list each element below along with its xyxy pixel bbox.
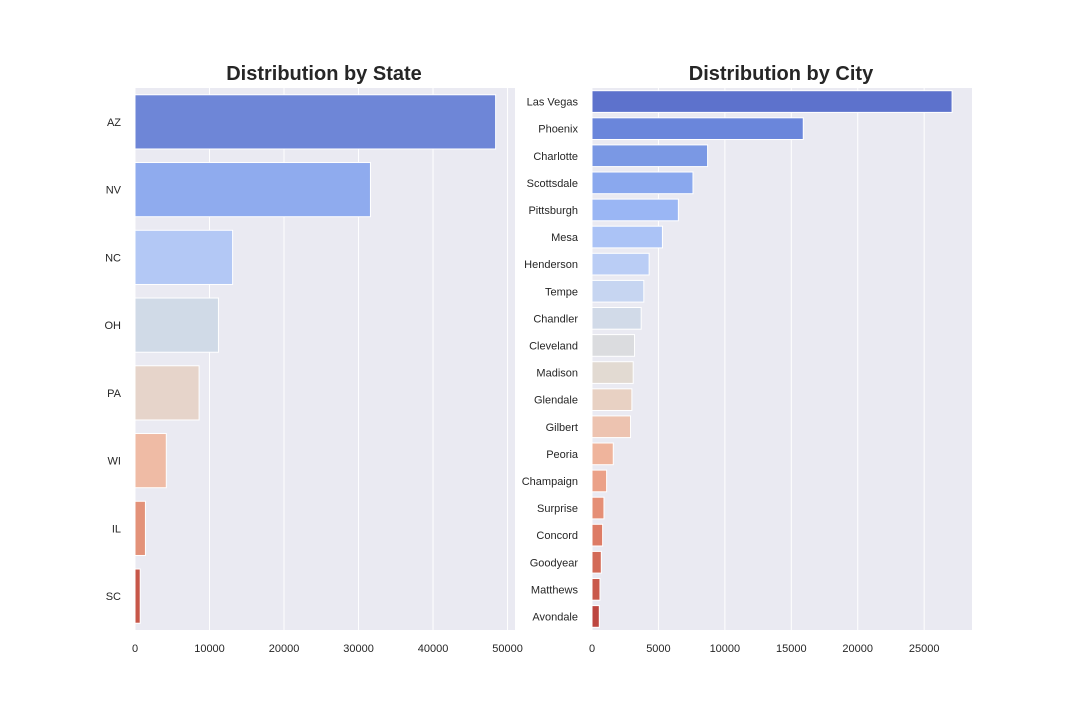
- y-tick-label: Mesa: [551, 232, 579, 244]
- bar: [134, 229, 234, 285]
- y-tick-label: Scottsdale: [527, 178, 578, 190]
- bar: [134, 162, 371, 218]
- y-tick-label: Glendale: [534, 395, 578, 407]
- x-tick-label: 25000: [909, 643, 940, 655]
- x-tick-label: 40000: [418, 643, 449, 655]
- bar: [591, 605, 600, 628]
- y-tick-label: Madison: [536, 368, 578, 380]
- x-tick-label: 10000: [710, 643, 741, 655]
- y-tick-label: Gilbert: [546, 422, 578, 434]
- x-tick-label: 0: [132, 643, 138, 655]
- bar: [134, 365, 200, 421]
- bar: [591, 578, 601, 601]
- bar: [591, 415, 632, 439]
- y-tick-label: NC: [105, 252, 121, 264]
- y-tick-label: Phoenix: [538, 124, 578, 136]
- x-tick-label: 20000: [269, 643, 300, 655]
- y-tick-label: Champaign: [522, 476, 578, 488]
- bar: [591, 144, 709, 168]
- y-tick-label: Henderson: [524, 259, 578, 271]
- bar: [591, 171, 694, 195]
- bar: [134, 568, 141, 624]
- y-tick-label: Cleveland: [529, 340, 578, 352]
- bar: [134, 297, 219, 353]
- bar: [134, 433, 167, 489]
- chart-title: Distribution by State: [226, 63, 422, 85]
- y-tick-label: Concord: [536, 530, 578, 542]
- bar: [591, 279, 645, 303]
- y-tick-label: Chandler: [533, 313, 578, 325]
- plot-area: [592, 88, 972, 630]
- bar: [591, 307, 642, 330]
- bar: [134, 500, 146, 556]
- city-chart: Distribution by City 0 5000 10000 15000 2000…: [522, 63, 972, 655]
- bar: [591, 361, 634, 384]
- y-tick-label: Charlotte: [533, 151, 578, 163]
- y-tick-label: Las Vegas: [527, 97, 579, 109]
- y-tick-label: Surprise: [537, 503, 578, 515]
- x-tick-label: 50000: [492, 643, 523, 655]
- chart-title: Distribution by City: [689, 63, 874, 85]
- y-tick-label: Pittsburgh: [528, 205, 578, 217]
- x-tick-label: 15000: [776, 643, 807, 655]
- bar: [591, 469, 608, 493]
- x-tick-label: 5000: [646, 643, 670, 655]
- bar: [591, 388, 633, 411]
- y-tick-label: WI: [108, 456, 121, 468]
- bar: [591, 496, 605, 520]
- x-tick-label: 0: [589, 643, 595, 655]
- bar: [591, 198, 679, 222]
- x-tick-label: 10000: [194, 643, 225, 655]
- y-tick-label: Avondale: [532, 611, 578, 623]
- bar: [591, 334, 636, 357]
- y-tick-label: NV: [106, 185, 122, 197]
- y-tick-label: SC: [106, 591, 121, 603]
- y-tick-label: Tempe: [545, 286, 578, 298]
- bar: [591, 225, 663, 249]
- bar: [591, 117, 804, 140]
- x-tick-label: 20000: [842, 643, 873, 655]
- state-chart: Distribution by State 0 10000 20000 30000 40…: [105, 63, 523, 655]
- bar: [591, 523, 604, 547]
- y-tick-label: IL: [112, 523, 121, 535]
- bar: [134, 94, 497, 150]
- bar: [591, 550, 602, 574]
- y-tick-label: AZ: [107, 117, 121, 129]
- bar: [591, 442, 614, 466]
- bar: [591, 90, 953, 113]
- y-tick-label: Peoria: [546, 449, 579, 461]
- y-tick-label: OH: [105, 320, 122, 332]
- y-tick-label: PA: [107, 388, 122, 400]
- y-tick-label: Goodyear: [530, 557, 579, 569]
- bar: [591, 252, 650, 276]
- x-tick-label: 30000: [343, 643, 374, 655]
- y-tick-label: Matthews: [531, 584, 579, 596]
